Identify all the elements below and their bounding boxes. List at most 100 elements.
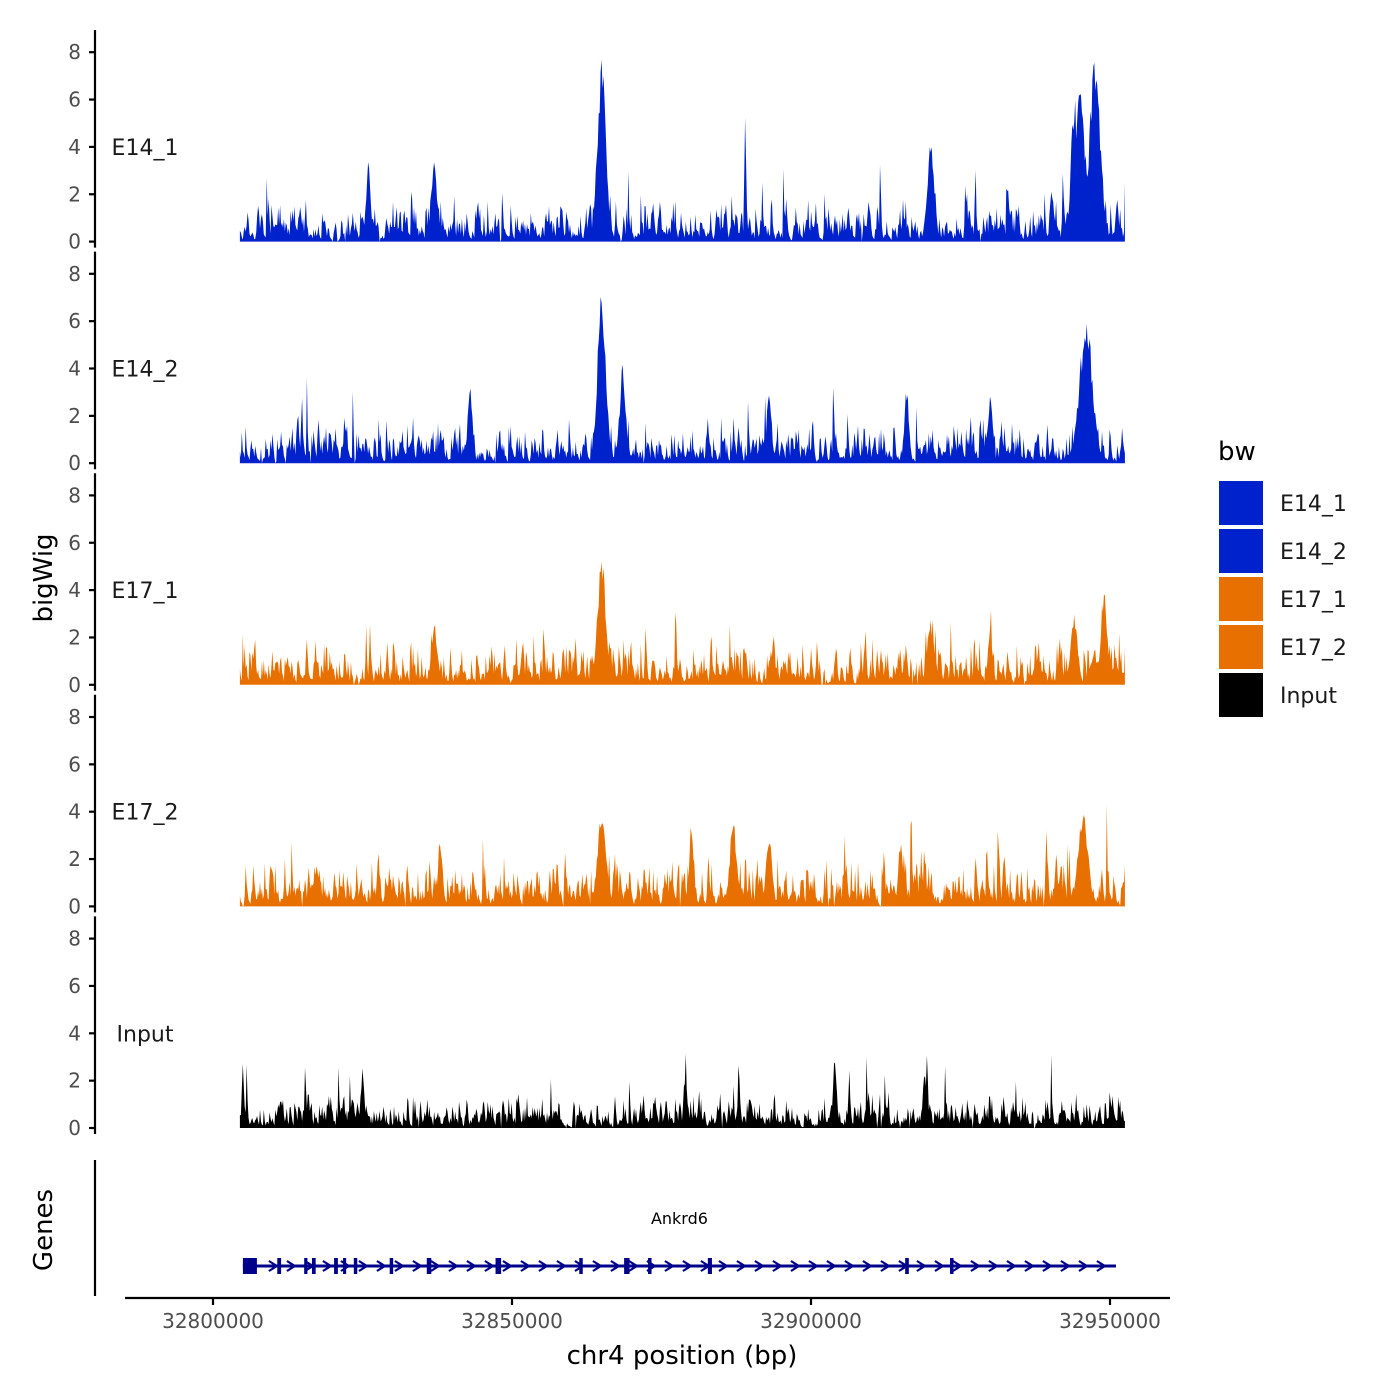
legend-swatch-E17_2 bbox=[1217, 623, 1265, 671]
signal-area-E14_1 bbox=[239, 59, 1125, 242]
strand-arrow bbox=[988, 1260, 999, 1272]
strand-arrow bbox=[304, 1260, 315, 1272]
signal-area-E14_2 bbox=[239, 297, 1125, 464]
strand-arrow bbox=[394, 1260, 405, 1272]
y-tick-label: 8 bbox=[68, 40, 81, 64]
track-label: E17_2 bbox=[112, 801, 179, 826]
signal-area-E17_1 bbox=[239, 561, 1125, 685]
gene-exon bbox=[277, 1258, 282, 1274]
strand-arrow bbox=[1042, 1260, 1053, 1272]
track-label: E17_1 bbox=[112, 579, 179, 604]
legend-label-E14_2: E14_2 bbox=[1280, 540, 1347, 565]
legend: bw E14_1 E14_2 E17_1 E17_2 Input bbox=[1217, 437, 1347, 719]
gene-exon bbox=[389, 1258, 394, 1274]
y-tick-label: 4 bbox=[68, 357, 81, 381]
strand-arrow bbox=[916, 1260, 927, 1272]
legend-label-E17_2: E17_2 bbox=[1280, 636, 1347, 661]
strand-arrow bbox=[862, 1260, 873, 1272]
gene-exon bbox=[495, 1258, 502, 1274]
track-Input: 0 2 4 6 8 Input bbox=[68, 916, 1125, 1140]
strand-arrow bbox=[340, 1260, 351, 1272]
genes-layer: Ankrd6 bbox=[93, 1160, 1116, 1296]
strand-arrow bbox=[736, 1260, 747, 1272]
strand-arrow bbox=[934, 1260, 945, 1272]
strand-arrow bbox=[826, 1260, 837, 1272]
strand-arrow bbox=[376, 1260, 387, 1272]
gene-exon bbox=[334, 1258, 338, 1274]
legend-label-E14_1: E14_1 bbox=[1280, 492, 1347, 517]
x-tick-label: 32900000 bbox=[760, 1309, 862, 1333]
track-E17_1: 0 2 4 6 8 E17_1 bbox=[68, 473, 1125, 697]
gene-exon bbox=[426, 1258, 432, 1274]
strand-arrow bbox=[358, 1260, 369, 1272]
x-tick-label: 32800000 bbox=[162, 1309, 264, 1333]
strand-arrow bbox=[502, 1260, 513, 1272]
strand-arrow bbox=[682, 1260, 693, 1272]
strand-arrow bbox=[1078, 1260, 1089, 1272]
x-axis-title: chr4 position (bp) bbox=[567, 1341, 798, 1371]
strand-arrow bbox=[322, 1260, 333, 1272]
signal-area-E17_2 bbox=[239, 804, 1125, 907]
strand-arrow bbox=[556, 1260, 567, 1272]
strand-arrow bbox=[718, 1260, 729, 1272]
track-E14_2: 0 2 4 6 8 E14_2 bbox=[68, 251, 1125, 475]
strand-arrow bbox=[844, 1260, 855, 1272]
track-E17_2: 0 2 4 6 8 E17_2 bbox=[68, 694, 1125, 918]
strand-arrow bbox=[1024, 1260, 1035, 1272]
y-tick-label: 0 bbox=[68, 230, 81, 254]
strand-arrow bbox=[646, 1260, 657, 1272]
strand-arrow bbox=[286, 1260, 297, 1272]
tracks-layer: 0 2 4 6 8 E14_1 0 2 4 6 8 E14_2 0 2 4 6 8 E17_1 0 2 4 6 8 E17_2… bbox=[68, 30, 1125, 1140]
y-tick-label: 6 bbox=[68, 88, 81, 112]
legend-label-E17_1: E17_1 bbox=[1280, 588, 1347, 613]
y-tick-label: 4 bbox=[68, 578, 81, 602]
strand-arrow bbox=[952, 1260, 963, 1272]
gene-Ankrd6: Ankrd6 bbox=[242, 1209, 1116, 1274]
strand-arrow bbox=[1096, 1260, 1107, 1272]
strand-arrow bbox=[628, 1260, 639, 1272]
strand-arrow bbox=[592, 1260, 603, 1272]
x-axis: 32800000 32850000 32900000 32950000 bbox=[125, 1296, 1170, 1333]
strand-arrow bbox=[898, 1260, 909, 1272]
legend-title: bw bbox=[1218, 437, 1256, 467]
y-tick-label: 4 bbox=[68, 1021, 81, 1045]
gene-exon bbox=[353, 1258, 358, 1274]
y-tick-label: 6 bbox=[68, 974, 81, 998]
strand-arrow bbox=[574, 1260, 585, 1272]
strand-arrow bbox=[412, 1260, 423, 1272]
y-tick-label: 6 bbox=[68, 309, 81, 333]
y-tick-label: 0 bbox=[68, 894, 81, 918]
strand-arrow bbox=[700, 1260, 711, 1272]
y-tick-label: 2 bbox=[68, 182, 81, 206]
strand-arrow bbox=[772, 1260, 783, 1272]
strand-arrow bbox=[430, 1260, 441, 1272]
legend-swatch-E14_2 bbox=[1217, 527, 1265, 575]
y-tick-label: 2 bbox=[68, 847, 81, 871]
y-tick-label: 6 bbox=[68, 531, 81, 555]
gene-exon bbox=[343, 1258, 347, 1274]
y-tick-label: 2 bbox=[68, 1069, 81, 1093]
strand-arrow bbox=[970, 1260, 981, 1272]
strand-arrow bbox=[538, 1260, 549, 1272]
track-label: Input bbox=[117, 1022, 174, 1047]
y-tick-label: 8 bbox=[68, 705, 81, 729]
strand-arrow bbox=[268, 1260, 279, 1272]
y-tick-label: 0 bbox=[68, 673, 81, 697]
gene-exon bbox=[648, 1258, 652, 1274]
track-E14_1: 0 2 4 6 8 E14_1 bbox=[68, 30, 1125, 254]
strand-arrow bbox=[664, 1260, 675, 1272]
y-tick-label: 6 bbox=[68, 752, 81, 776]
y-tick-label: 8 bbox=[68, 483, 81, 507]
strand-arrow bbox=[448, 1260, 459, 1272]
gene-label: Ankrd6 bbox=[651, 1209, 708, 1228]
legend-swatch-Input bbox=[1217, 671, 1265, 719]
gene-exon bbox=[242, 1258, 257, 1274]
strand-arrow bbox=[754, 1260, 765, 1272]
strand-arrow bbox=[520, 1260, 531, 1272]
y-tick-label: 2 bbox=[68, 625, 81, 649]
y-tick-label: 4 bbox=[68, 135, 81, 159]
strand-arrow bbox=[880, 1260, 891, 1272]
track-label: E14_2 bbox=[112, 358, 179, 383]
legend-swatch-E17_1 bbox=[1217, 575, 1265, 623]
